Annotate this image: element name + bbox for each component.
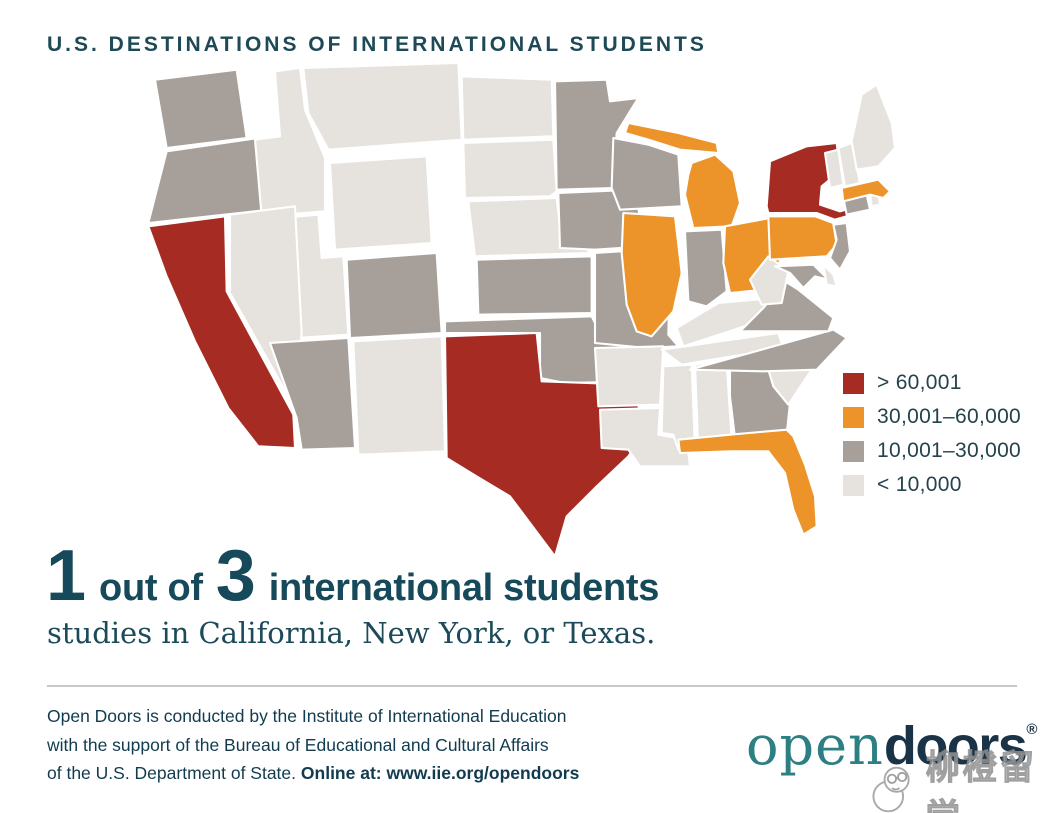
legend-label: 30,001–60,000 [877, 405, 1022, 428]
legend-label: 10,001–30,000 [877, 439, 1022, 462]
headline-detail: studies in California, New York, or Texa… [47, 616, 656, 650]
state-MS [660, 363, 697, 451]
state-MI-upper-peninsula [623, 121, 720, 155]
state-OR [147, 136, 272, 225]
state-SD [462, 138, 558, 200]
state-VT [823, 148, 845, 190]
state-AR [593, 345, 665, 408]
footer-line-3: of the U.S. Department of State. Online … [47, 759, 579, 788]
logo-doors-text: doors [883, 716, 1028, 776]
state-AZ [268, 336, 357, 451]
legend-item: 30,001–60,000 [843, 405, 1021, 429]
footer-line-2: with the support of the Bureau of Educat… [47, 734, 549, 755]
liucheng-mascot-icon [872, 766, 910, 813]
state-NH [837, 141, 862, 188]
legend-item: > 60,001 [843, 371, 1021, 395]
page-title: U.S. DESTINATIONS OF INTERNATIONAL STUDE… [47, 33, 707, 56]
headline-number-1: 1 [46, 536, 87, 616]
headline-statistic: 1 out of 3 international students [46, 540, 659, 612]
legend-label: < 10,000 [877, 473, 962, 496]
state-ND [460, 75, 555, 141]
opendoors-logo: opendoors® [746, 714, 1037, 777]
state-ME [850, 83, 895, 171]
state-WI [610, 136, 683, 211]
state-WY [328, 155, 433, 251]
state-MN [553, 78, 640, 191]
state-KS [475, 255, 593, 316]
us-choropleth-map [147, 61, 895, 558]
legend-swatch-light [843, 474, 864, 496]
state-MA [840, 178, 892, 203]
state-NJ [828, 221, 852, 271]
legend-item: 10,001–30,000 [843, 439, 1021, 463]
logo-open-text: open [746, 714, 884, 777]
state-MI [683, 153, 742, 230]
state-NM [352, 335, 447, 456]
state-PA [767, 215, 838, 261]
state-IL [620, 211, 683, 338]
state-CA [147, 215, 297, 450]
footer-line-3-text: of the U.S. Department of State. [47, 763, 297, 783]
state-LA [598, 406, 692, 468]
registered-trademark-icon: ® [1026, 721, 1038, 738]
state-VA [738, 280, 835, 333]
footer-attribution: Open Doors is conducted by the Institute… [47, 702, 579, 788]
state-WA [153, 68, 248, 150]
legend-swatch-orange [843, 406, 864, 428]
legend-label: > 60,001 [877, 371, 962, 394]
state-FL [677, 428, 818, 536]
legend-swatch-gray [843, 440, 864, 462]
state-ID [253, 66, 327, 218]
headline-out-of: out of [99, 567, 203, 609]
state-MD [773, 263, 830, 290]
state-NC [688, 328, 848, 373]
legend-item: < 10,000 [843, 473, 1021, 497]
state-TX [443, 331, 645, 558]
footer-line-1: Open Doors is conducted by the Institute… [47, 706, 567, 726]
state-CO [345, 251, 443, 340]
footer-online-link: Online at: www.iie.org/opendoors [300, 763, 580, 783]
footer-divider [47, 685, 1017, 687]
legend-swatch-red [843, 372, 864, 394]
watermark-text: 柳橙留学 [925, 749, 1037, 813]
state-DE [822, 263, 838, 288]
state-MT [302, 61, 463, 151]
map-legend: > 60,001 30,001–60,000 10,001–30,000 < 1… [843, 371, 1021, 497]
state-IN [683, 228, 728, 308]
watermark: 柳橙留学 [866, 740, 1063, 813]
headline-number-3: 3 [215, 536, 256, 616]
headline-subject: international students [268, 567, 660, 609]
